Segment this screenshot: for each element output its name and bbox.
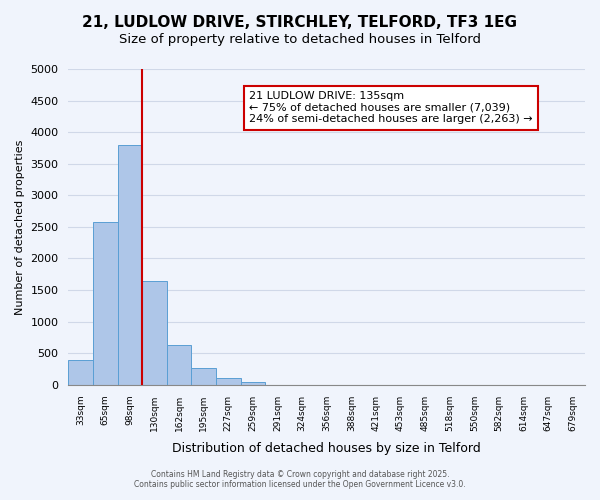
Bar <box>191 368 216 385</box>
Y-axis label: Number of detached properties: Number of detached properties <box>15 139 25 314</box>
Bar <box>216 378 241 385</box>
Bar <box>167 346 191 385</box>
Text: 21 LUDLOW DRIVE: 135sqm
← 75% of detached houses are smaller (7,039)
24% of semi: 21 LUDLOW DRIVE: 135sqm ← 75% of detache… <box>249 91 533 124</box>
Text: Size of property relative to detached houses in Telford: Size of property relative to detached ho… <box>119 32 481 46</box>
Text: 21, LUDLOW DRIVE, STIRCHLEY, TELFORD, TF3 1EG: 21, LUDLOW DRIVE, STIRCHLEY, TELFORD, TF… <box>83 15 517 30</box>
Bar <box>241 382 265 385</box>
Bar <box>68 360 93 385</box>
X-axis label: Distribution of detached houses by size in Telford: Distribution of detached houses by size … <box>172 442 481 455</box>
Bar <box>93 222 118 385</box>
Bar <box>118 145 142 385</box>
Bar <box>142 280 167 385</box>
Text: Contains HM Land Registry data © Crown copyright and database right 2025.
Contai: Contains HM Land Registry data © Crown c… <box>134 470 466 489</box>
